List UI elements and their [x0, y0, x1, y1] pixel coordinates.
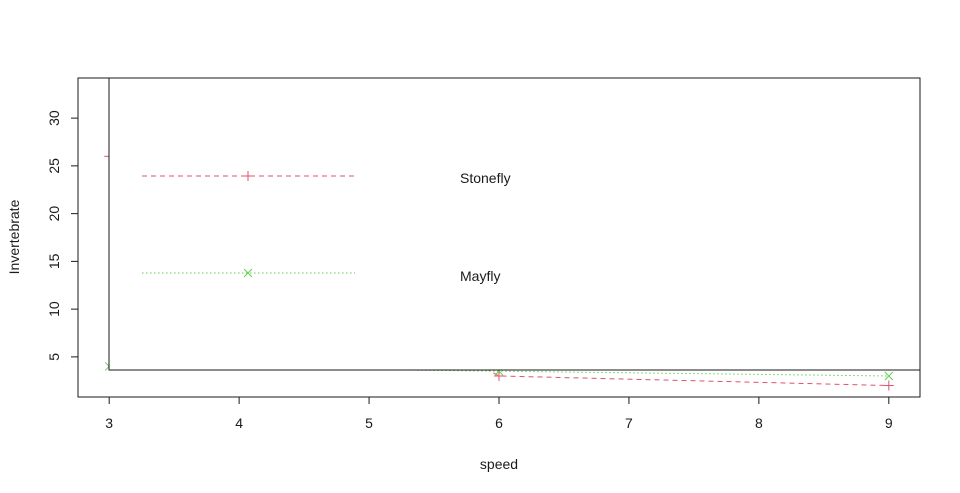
y-tick-label: 30	[46, 110, 62, 126]
x-tick-label: 8	[755, 415, 763, 431]
legend-entry-stonefly: Stonefly	[142, 170, 511, 186]
x-tick-label: 7	[625, 415, 633, 431]
legend-box	[108, 77, 921, 371]
legend-symbol-stonefly	[243, 171, 253, 181]
x-tick-label: 4	[235, 415, 243, 431]
data-point-stonefly-1	[494, 370, 504, 381]
x-tick-label: 5	[365, 415, 373, 431]
y-tick-label: 15	[46, 253, 62, 269]
legend-label-stonefly: Stonefly	[460, 170, 511, 186]
legend-symbol-mayfly	[243, 268, 253, 278]
data-point-mayfly-2	[884, 371, 894, 381]
x-tick-label: 9	[885, 415, 893, 431]
y-tick-label: 10	[46, 301, 62, 317]
y-tick-label: 25	[46, 158, 62, 174]
data-point-stonefly-2	[883, 380, 894, 391]
legend-marker-stonefly	[243, 171, 253, 181]
y-axis: 5 10 15 20 25 30	[46, 110, 79, 361]
y-tick-label: 5	[46, 353, 62, 361]
x-axis-title: speed	[480, 456, 518, 472]
legend-label-mayfly: Mayfly	[460, 268, 500, 284]
legend-entry-mayfly: Mayfly	[142, 268, 500, 284]
legend: Stonefly Mayfly	[108, 77, 921, 371]
x-tick-label: 6	[495, 415, 503, 431]
legend-marker-mayfly	[243, 268, 253, 278]
x-tick-label: 3	[105, 415, 113, 431]
y-tick-label: 20	[46, 206, 62, 222]
y-axis-title: Invertebrate	[6, 199, 22, 274]
x-axis: 3 4 5 6 7 8 9	[105, 396, 893, 431]
